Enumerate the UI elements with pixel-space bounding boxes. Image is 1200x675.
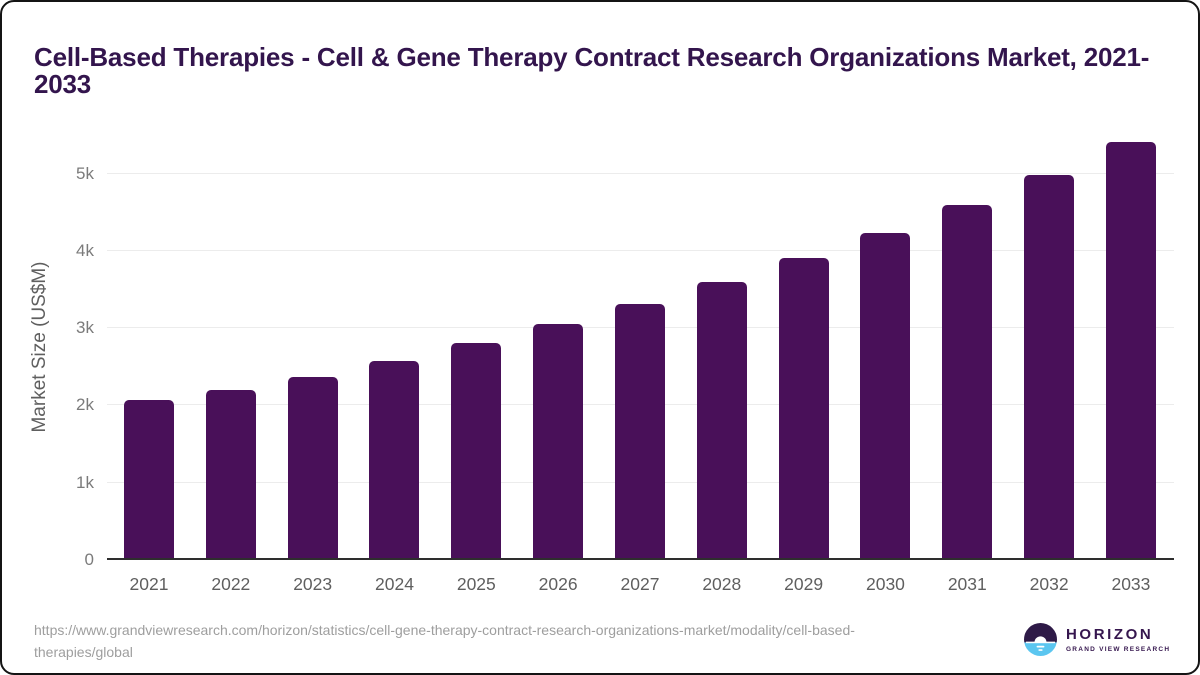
x-tick-label: 2028 [702,574,742,594]
x-tick-label: 2023 [293,574,333,594]
x-tick-label: 2022 [211,574,251,594]
bar-2032[interactable] [1024,175,1075,558]
x-tick-label: 2027 [620,574,660,594]
x-tick-label: 2024 [375,574,414,594]
horizon-sun-circle-icon [1024,623,1057,656]
y-tick-label: 1k [76,472,94,492]
x-tick-label: 2029 [784,574,824,594]
bar-2024[interactable] [369,360,420,558]
gridline [107,172,1174,174]
bar-2028[interactable] [696,282,747,558]
x-tick-label: 2025 [456,574,496,594]
bar-2026[interactable] [533,323,584,558]
bar-2033[interactable] [1105,142,1156,558]
y-tick-label: 3k [76,318,94,338]
logo-subbrand-text: GRAND VIEW RESEARCH [1066,645,1171,653]
y-tick-label: 4k [76,240,94,260]
bar-2029[interactable] [778,258,829,558]
y-tick-label: 0 [84,550,94,569]
x-tick-label: 2031 [947,574,987,594]
x-tick-label: 2032 [1029,574,1069,594]
x-tick-label: 2026 [538,574,578,594]
x-axis-ticks: 2021 2022 2023 2024 2025 2026 2027 2028 2029 2030… [107,574,1174,595]
bar-2030[interactable] [860,232,911,558]
y-tick-label: 2k [76,395,94,415]
gridline [107,249,1174,251]
y-axis-ticks: 0 1k 2k 3k 4k 5k [2,138,94,569]
x-tick-label: 2030 [865,574,905,594]
chart-title: Cell-Based Therapies - Cell & Gene Thera… [34,42,1150,100]
y-tick-label: 5k [76,163,94,183]
horizon-logo: HORIZON GRAND VIEW RESEARCH [1024,623,1170,656]
x-tick-label: 2033 [1111,574,1151,594]
bar-series [107,136,1174,558]
source-url: https://www.grandviewresearch.com/horizo… [34,622,855,660]
bar-2027[interactable] [614,303,665,558]
logo-brand-text: HORIZON [1066,625,1154,643]
bar-2025[interactable] [451,343,502,558]
x-tick-label: 2021 [129,574,169,594]
x-axis-line [107,558,1174,560]
bar-2023[interactable] [287,377,338,558]
bar-2021[interactable] [124,400,174,558]
bar-2031[interactable] [942,204,993,558]
bar-2022[interactable] [205,390,256,558]
chart-plot [107,138,1174,560]
